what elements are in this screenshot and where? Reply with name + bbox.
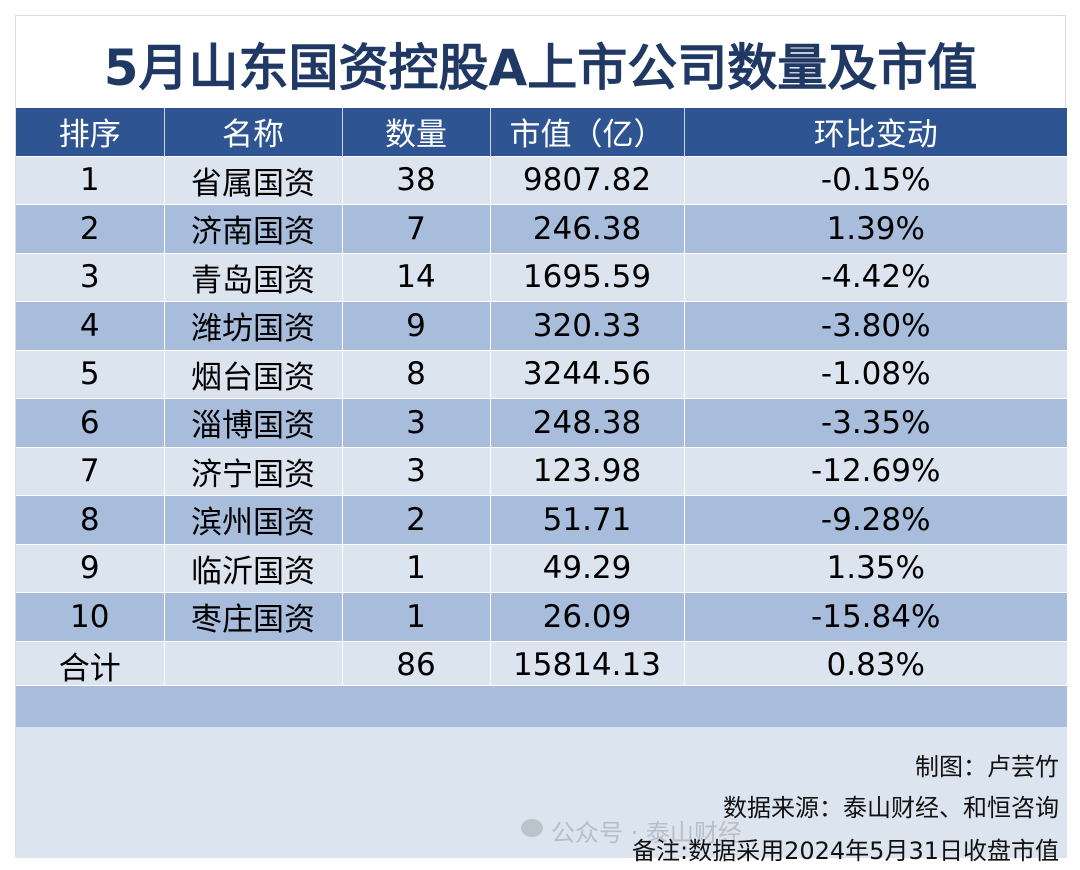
- table-total-row: 合计 86 15814.13 0.83%: [16, 640, 1067, 689]
- cell-rank: 合计: [16, 640, 165, 689]
- cell-change: -3.35%: [684, 398, 1067, 447]
- cell-count: 9: [342, 301, 491, 350]
- cell-name: 临沂国资: [164, 543, 343, 593]
- wechat-icon: [521, 819, 543, 837]
- cell-market-value: 15814.13: [490, 640, 685, 689]
- header-count: 数量: [342, 108, 491, 156]
- table-row: 8 滨州国资 2 51.71 -9.28%: [16, 495, 1067, 544]
- table-header-row: 排序 名称 数量 市值（亿） 环比变动: [16, 108, 1067, 156]
- table-row: 1 省属国资 38 9807.82 -0.15%: [16, 155, 1067, 205]
- table-row: 9 临沂国资 1 49.29 1.35%: [16, 543, 1067, 593]
- header-rank: 排序: [16, 108, 165, 156]
- footer: 制图：卢芸竹 数据来源：泰山财经、和恒咨询 公众号 · 泰山财经 备注:数据采用…: [16, 727, 1067, 865]
- cell-name: 青岛国资: [164, 252, 343, 302]
- cell-market-value: 320.33: [490, 301, 685, 350]
- cell-market-value: 9807.82: [490, 155, 685, 205]
- cell-rank: 8: [16, 495, 165, 544]
- cell-name: 滨州国资: [164, 495, 343, 544]
- cell-change: -0.15%: [684, 155, 1067, 205]
- table-row: 3 青岛国资 14 1695.59 -4.42%: [16, 252, 1067, 302]
- cell-name: 烟台国资: [164, 349, 343, 399]
- cell-name: 济宁国资: [164, 446, 343, 496]
- table-body: 1 省属国资 38 9807.82 -0.15% 2 济南国资 7 246.38 1.39% 3 青岛…: [16, 155, 1067, 689]
- cell-count: 7: [342, 204, 491, 253]
- cell-count: 1: [342, 592, 491, 641]
- cell-market-value: 51.71: [490, 495, 685, 544]
- cell-name: 济南国资: [164, 204, 343, 253]
- cell-name: 省属国资: [164, 155, 343, 205]
- cell-rank: 6: [16, 398, 165, 447]
- cell-rank: 1: [16, 155, 165, 205]
- cell-change: 1.35%: [684, 543, 1067, 593]
- cell-change: -9.28%: [684, 495, 1067, 544]
- cell-change: -3.80%: [684, 301, 1067, 350]
- cell-count: 38: [342, 155, 491, 205]
- chart-maker-note: 制图：卢芸竹: [915, 753, 1059, 781]
- cell-market-value: 26.09: [490, 592, 685, 641]
- cell-count: 8: [342, 349, 491, 399]
- cell-count: 3: [342, 398, 491, 447]
- cell-rank: 7: [16, 446, 165, 496]
- table-row: 2 济南国资 7 246.38 1.39%: [16, 204, 1067, 253]
- cell-change: 1.39%: [684, 204, 1067, 253]
- header-market-value: 市值（亿）: [490, 108, 685, 156]
- cell-name: 潍坊国资: [164, 301, 343, 350]
- cell-rank: 5: [16, 349, 165, 399]
- cell-change: -12.69%: [684, 446, 1067, 496]
- cell-rank: 9: [16, 543, 165, 593]
- remark-note: 备注:数据采用2024年5月31日收盘市值: [632, 837, 1059, 865]
- cell-change: -1.08%: [684, 349, 1067, 399]
- data-source-note: 数据来源：泰山财经、和恒咨询: [723, 794, 1059, 822]
- cell-market-value: 1695.59: [490, 252, 685, 302]
- cell-rank: 3: [16, 252, 165, 302]
- table-row: 4 潍坊国资 9 320.33 -3.80%: [16, 301, 1067, 350]
- data-table: 排序 名称 数量 市值（亿） 环比变动 1 省属国资 38 9807.82 -0.15%…: [16, 108, 1067, 689]
- cell-name: [164, 640, 343, 689]
- chart-title: 5月山东国资控股A上市公司数量及市值: [103, 39, 978, 97]
- table-row: 6 淄博国资 3 248.38 -3.35%: [16, 398, 1067, 447]
- cell-name: 枣庄国资: [164, 592, 343, 641]
- cell-count: 3: [342, 446, 491, 496]
- cell-count: 14: [342, 252, 491, 302]
- cell-market-value: 3244.56: [490, 349, 685, 399]
- cell-count: 2: [342, 495, 491, 544]
- cell-name: 淄博国资: [164, 398, 343, 447]
- table-row: 7 济宁国资 3 123.98 -12.69%: [16, 446, 1067, 496]
- cell-change: -15.84%: [684, 592, 1067, 641]
- cell-rank: 2: [16, 204, 165, 253]
- cell-change: -4.42%: [684, 252, 1067, 302]
- header-name: 名称: [164, 108, 343, 156]
- cell-rank: 4: [16, 301, 165, 350]
- table-row: 10 枣庄国资 1 26.09 -15.84%: [16, 592, 1067, 641]
- cell-market-value: 246.38: [490, 204, 685, 253]
- cell-market-value: 49.29: [490, 543, 685, 593]
- cell-market-value: 123.98: [490, 446, 685, 496]
- cell-rank: 10: [16, 592, 165, 641]
- cell-change: 0.83%: [684, 640, 1067, 689]
- header-change: 环比变动: [684, 108, 1067, 156]
- cell-market-value: 248.38: [490, 398, 685, 447]
- cell-count: 1: [342, 543, 491, 593]
- watermark: 公众号 · 泰山财经: [551, 819, 742, 847]
- table-row: 5 烟台国资 8 3244.56 -1.08%: [16, 349, 1067, 399]
- cell-count: 86: [342, 640, 491, 689]
- empty-band: [16, 685, 1067, 728]
- table-frame: 5月山东国资控股A上市公司数量及市值 排序 名称 数量 市值（亿） 环比变动 1…: [15, 15, 1067, 865]
